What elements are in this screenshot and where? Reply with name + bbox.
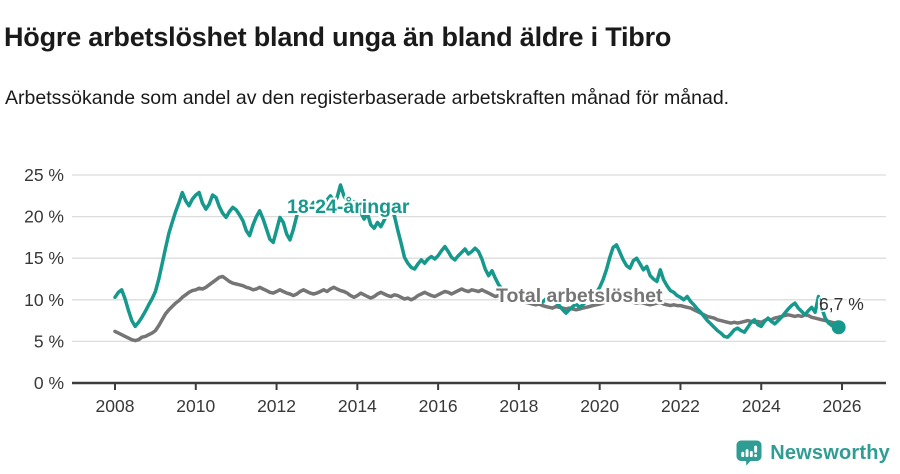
newsworthy-brand-text: Newsworthy	[770, 441, 890, 464]
chart-subtitle: Arbetssökande som andel av den registerb…	[5, 86, 730, 109]
series-line-total	[113, 274, 841, 343]
end-point-dot	[831, 320, 846, 335]
series-line-young	[113, 183, 841, 339]
x-axis-label: 2008	[96, 396, 135, 416]
x-axis-label: 2018	[499, 396, 538, 416]
newsworthy-logo[interactable]: Newsworthy	[736, 440, 890, 466]
y-axis-label: 5 %	[34, 331, 64, 351]
x-axis-label: 2014	[338, 396, 377, 416]
y-axis-label: 0 %	[34, 373, 64, 393]
series-label-young: 18-24-åringar	[287, 196, 410, 218]
x-axis-label: 2024	[742, 396, 781, 416]
line-chart: 0 % 5 % 10 % 15 % 20 % 25 % 2008 2010 2012 2014 20…	[24, 165, 886, 416]
y-axis-label: 10 %	[24, 290, 64, 310]
series-label-total: Total arbetslöshet	[496, 285, 663, 307]
y-axis-label: 20 %	[24, 207, 64, 227]
page-title: Högre arbetslöshet bland unga än bland ä…	[4, 22, 672, 53]
y-axis-label: 25 %	[24, 165, 64, 185]
x-axis-label: 2012	[257, 396, 296, 416]
end-value-annotation: 6,7 %	[819, 294, 864, 314]
x-axis-label: 2020	[580, 396, 619, 416]
x-axis-label: 2016	[419, 396, 458, 416]
newsworthy-bubble-icon	[736, 440, 762, 466]
x-axis-label: 2026	[823, 396, 862, 416]
x-axis-label: 2010	[176, 396, 215, 416]
x-axis-label: 2022	[661, 396, 700, 416]
y-axis-label: 15 %	[24, 248, 64, 268]
